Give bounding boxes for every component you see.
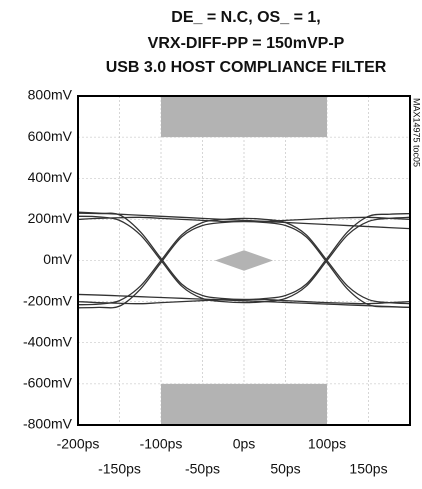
trace [77, 215, 411, 304]
y-tick-label: -400mV [23, 333, 73, 349]
y-tick-label: -800mV [23, 416, 73, 432]
x-tick-label: 50ps [270, 461, 300, 477]
x-tick-label: -100ps [140, 436, 183, 452]
chart-title: USB 3.0 HOST COMPLIANCE FILTER [106, 59, 387, 76]
y-tick-label: 600mV [28, 128, 73, 144]
x-tick-label: -150ps [98, 461, 141, 477]
trace [77, 298, 411, 305]
y-tick-label: 200mV [28, 210, 73, 226]
mask [214, 250, 274, 271]
y-tick-label: -200mV [23, 292, 73, 308]
annotation: MAX14975 toc05 [412, 98, 422, 167]
y-tick-label: 400mV [28, 169, 73, 185]
x-tick-label: -200ps [57, 436, 100, 452]
plot-frame [77, 95, 411, 426]
trace [77, 293, 411, 309]
y-tick-label: -600mV [23, 375, 73, 391]
mask [161, 96, 327, 138]
x-tick-label: 100ps [308, 436, 346, 452]
y-tick-label: 800mV [28, 87, 73, 103]
trace [77, 211, 411, 230]
mask [161, 383, 327, 425]
x-tick-label: 0ps [233, 436, 256, 452]
chart-title: DE_ = N.C, OS_ = 1, [171, 9, 320, 26]
x-tick-label: 150ps [349, 461, 387, 477]
chart-title: VRX-DIFF-PP = 150mVP-P [148, 35, 345, 52]
trace [77, 217, 411, 306]
y-tick-label: 0mV [43, 251, 72, 267]
x-tick-label: -50ps [185, 461, 220, 477]
trace [77, 216, 411, 223]
